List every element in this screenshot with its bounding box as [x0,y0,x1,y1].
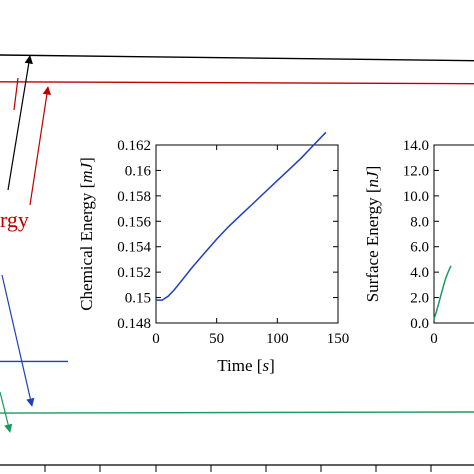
energy-label-fragment: rgy [0,207,29,232]
surface-y-tick-label-7: 14.0 [403,138,429,154]
chemical-y-tick-label-7: 0.162 [117,138,151,154]
surface-y-tick-label-5: 10.0 [403,189,429,205]
chemical-series-line-0 [156,131,327,301]
arrow-blue-annotation [1,274,35,407]
surface-axes-frame [433,144,474,324]
chemical-x-tick-label-2: 100 [266,331,289,347]
surface-y-tick-label-6: 12.0 [403,163,429,179]
chemical-axes-frame [155,144,339,324]
inset-surface-energy: 0.0 2.0 4.0 6.0 8.0 10.0 12.0 14.0 0 Surface Ene… [356,132,474,380]
arrow-stub-red-upper [13,77,19,111]
surface-y-tick-label-4: 8.0 [410,214,429,230]
chemical-y-tick-label-6: 0.16 [125,163,152,179]
chemical-y-axis-label: Chemical Energy [mJ] [77,157,96,311]
surface-y-tick-label-1: 2.0 [410,291,429,307]
chemical-x-tick-label-0: 0 [152,331,160,347]
chemical-y-tick-label-1: 0.15 [125,291,151,307]
main-x-ticks [44,465,432,472]
chemical-y-tick-label-4: 0.156 [117,214,151,230]
main-series-line-1 [0,81,474,85]
chemical-x-axis-label: Time [s] [217,356,275,375]
chemical-x-tick-label-3: 150 [327,331,350,347]
chemical-y-tick-label-0: 0.148 [117,316,151,332]
arrow-red-annotation [29,86,52,206]
surface-x-tick-label-0: 0 [430,331,438,347]
chemical-x-tick-label-1: 50 [209,331,224,347]
chemical-y-tick-label-2: 0.152 [117,265,151,281]
chemical-y-tick-label-3: 0.154 [117,240,151,256]
surface-y-tick-label-2: 4.0 [410,265,429,281]
arrow-green-annotation [0,391,13,433]
surface-series-line-0 [433,265,452,320]
chemical-plot-area: 0.148 0.15 0.152 0.154 0.156 0.158 0.16 0.162 0 5… [117,131,350,347]
arrow-black-annotation [7,55,33,191]
surface-y-axis-label: Surface Energy [nJ] [363,166,382,303]
inset-chemical-energy: 0.148 0.15 0.152 0.154 0.156 0.158 0.16 0.162 0 5… [68,131,370,380]
surface-y-tick-label-0: 0.0 [410,316,429,332]
surface-y-tick-label-3: 6.0 [410,240,429,256]
chemical-y-tick-label-5: 0.158 [117,189,151,205]
main-series-line-0 [0,54,474,62]
main-series-line-3 [0,411,474,414]
surface-plot-area: 0.0 2.0 4.0 6.0 8.0 10.0 12.0 14.0 0 [403,138,474,347]
